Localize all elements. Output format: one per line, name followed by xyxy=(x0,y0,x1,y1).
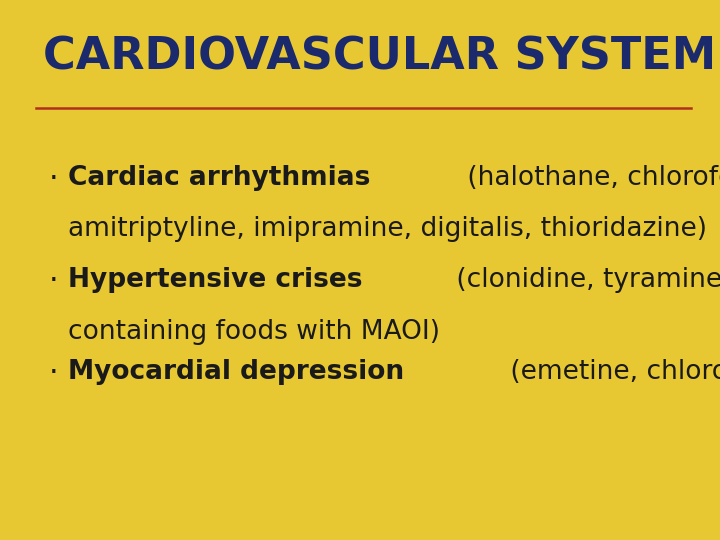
Text: Hypertensive crises: Hypertensive crises xyxy=(68,267,363,293)
Text: ·: · xyxy=(49,267,59,296)
Text: amitriptyline, imipramine, digitalis, thioridazine): amitriptyline, imipramine, digitalis, th… xyxy=(68,216,707,242)
Text: (halothane, chloroform,: (halothane, chloroform, xyxy=(459,165,720,191)
Text: CARDIOVASCULAR SYSTEM: CARDIOVASCULAR SYSTEM xyxy=(43,35,716,78)
Text: ·: · xyxy=(49,165,59,194)
Text: (clonidine, tyramine: (clonidine, tyramine xyxy=(449,267,720,293)
Text: containing foods with MAOI): containing foods with MAOI) xyxy=(68,319,441,345)
Text: ·: · xyxy=(49,359,59,388)
Text: Cardiac arrhythmias: Cardiac arrhythmias xyxy=(68,165,371,191)
Text: (emetine, chloroform): (emetine, chloroform) xyxy=(502,359,720,385)
Text: Myocardial depression: Myocardial depression xyxy=(68,359,405,385)
